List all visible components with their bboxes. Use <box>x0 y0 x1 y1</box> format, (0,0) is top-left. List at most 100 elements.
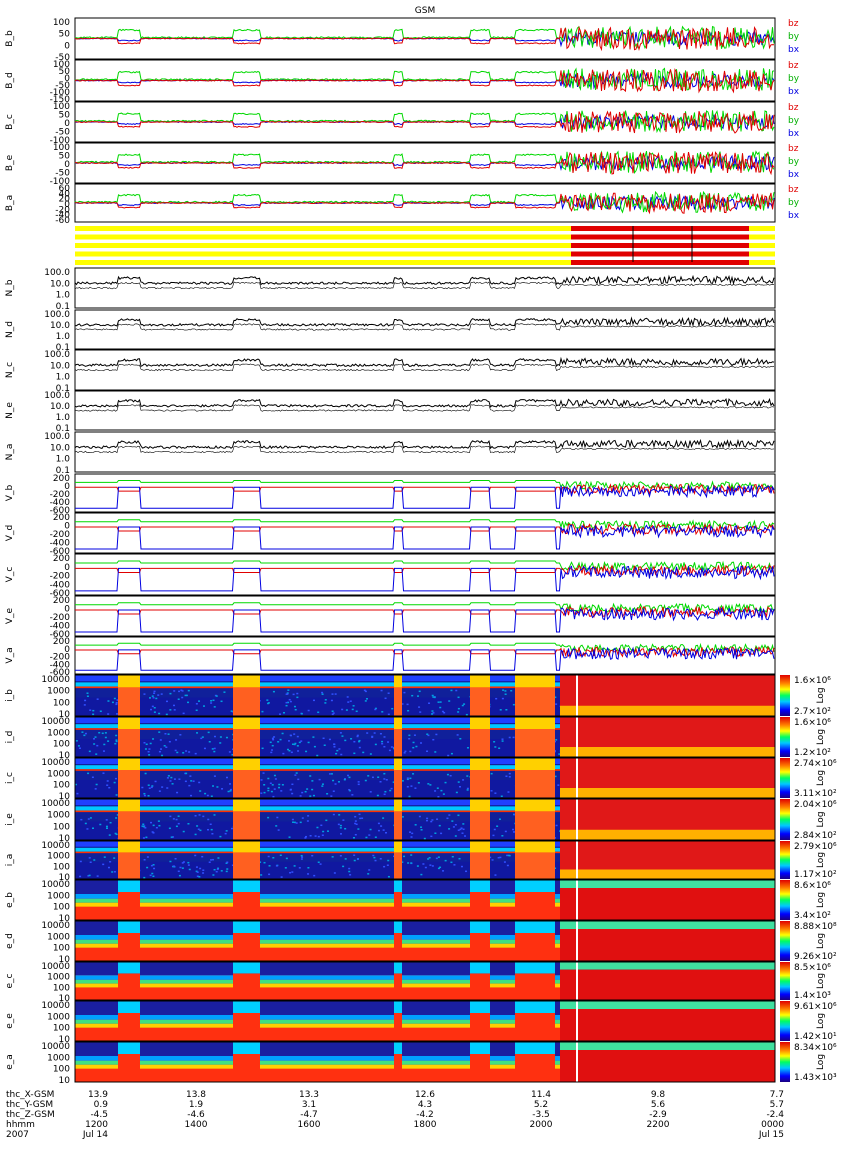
spectrogram-noise <box>155 826 158 829</box>
spectrogram-feature <box>470 687 490 716</box>
tick-label: 1000 <box>47 1012 70 1022</box>
spectrogram-noise <box>212 874 215 876</box>
colorbar-min: 2.84×10² <box>794 831 837 841</box>
spectrogram-noise <box>353 854 356 856</box>
spectrogram-noise <box>210 795 213 797</box>
spectrogram-band <box>75 935 775 940</box>
spectrogram-noise <box>501 740 504 742</box>
spectrogram-noise <box>173 704 176 707</box>
spectrogram-noise <box>460 865 463 868</box>
spectrogram-noise <box>153 690 156 693</box>
panel-i_b <box>74 674 790 717</box>
spectrogram-noise <box>212 785 215 787</box>
spectrogram-noise <box>349 874 352 876</box>
spectrogram-noise <box>99 823 102 826</box>
spectrogram-noise <box>167 775 170 777</box>
spectrogram-noise <box>163 745 166 747</box>
spectrogram-noise <box>87 875 90 877</box>
spectrogram-noise <box>215 695 218 697</box>
spectrogram-noise <box>210 828 213 831</box>
spectrogram-noise <box>187 701 190 704</box>
spectrogram-active <box>560 1001 775 1009</box>
spectrogram-noise <box>272 795 275 798</box>
spectrogram-noise <box>149 874 152 877</box>
spectrogram-noise <box>348 776 351 779</box>
colorbar <box>780 1001 790 1041</box>
spectrogram-noise <box>374 708 377 711</box>
spectrogram-band <box>75 898 775 903</box>
spectrogram-noise <box>231 753 234 756</box>
spectrogram-noise <box>429 784 432 786</box>
spectrogram-noise <box>268 873 271 876</box>
spectrogram-noise <box>194 854 197 857</box>
spectrogram-feature <box>233 933 260 961</box>
ylabel-N_a: N_a <box>5 444 15 461</box>
spectrogram-feature <box>394 758 402 770</box>
spectrogram-noise <box>307 873 310 875</box>
tick-label: -600 <box>50 547 71 557</box>
spectrogram-noise <box>175 739 178 741</box>
spectrogram-noise <box>311 788 314 791</box>
spectrogram-noise <box>431 713 434 715</box>
spectrogram-noise <box>295 772 298 774</box>
panel-i_d <box>74 716 790 758</box>
spectrogram-noise <box>332 712 335 714</box>
spectrogram-noise <box>271 737 274 740</box>
spectrogram-band <box>75 1015 775 1020</box>
spectrogram-noise <box>288 836 291 838</box>
tick-label: -50 <box>55 81 70 91</box>
spectrogram-feature <box>118 770 140 798</box>
spectrogram-band <box>75 810 560 813</box>
spectrogram-noise <box>390 746 393 748</box>
spectrogram-feature <box>515 687 555 716</box>
spectrogram-noise <box>182 830 185 833</box>
spectrogram-noise <box>196 875 199 877</box>
spectrogram-noise <box>344 778 347 780</box>
spectrogram-active <box>560 962 775 970</box>
spectrogram-noise <box>102 863 105 866</box>
spectrogram-noise <box>269 782 272 785</box>
spectrogram-noise <box>357 783 360 786</box>
spectrogram-noise <box>436 818 439 820</box>
spectrogram-noise <box>229 783 232 785</box>
spectrogram-band <box>75 682 560 687</box>
tick-label: 10.0 <box>50 321 70 331</box>
series-vz <box>75 563 775 578</box>
colorbar-min: 3.11×10² <box>794 789 837 799</box>
spectrogram-feature <box>118 1001 140 1013</box>
panel-B_e <box>74 142 776 184</box>
spectrogram-noise <box>364 700 367 702</box>
spectrogram-noise <box>316 754 319 757</box>
tick-label: 10.0 <box>50 402 70 412</box>
spectrogram-noise <box>458 785 461 788</box>
spectrogram-feature <box>515 892 555 920</box>
spectrogram-band <box>75 847 560 852</box>
flag-bar <box>75 251 775 257</box>
spectrogram-noise <box>107 740 110 742</box>
spectrogram-noise <box>83 734 86 737</box>
spectrogram-noise <box>409 750 412 753</box>
spectrogram-band <box>75 686 560 689</box>
spectrogram-noise <box>298 741 301 744</box>
spectrogram-noise <box>457 707 460 710</box>
spectrogram-noise <box>333 746 336 748</box>
panel-frame <box>74 798 776 841</box>
spectrogram-noise <box>150 786 153 789</box>
spectrogram-noise <box>332 790 335 792</box>
spectrogram-noise <box>296 745 299 747</box>
spectrogram-noise <box>166 777 169 779</box>
spectrogram-noise <box>321 783 324 785</box>
spectrogram-noise <box>192 780 195 782</box>
spectrogram-noise <box>194 752 197 755</box>
spectrogram-noise <box>406 777 409 779</box>
spectrogram-noise <box>383 736 386 738</box>
tick-label: 10 <box>59 792 71 802</box>
spectrogram-noise <box>224 832 227 835</box>
spectrogram-noise <box>88 874 91 877</box>
spectrogram-noise <box>300 858 303 860</box>
spectrogram-noise <box>106 780 109 782</box>
series-density <box>74 397 775 408</box>
spectrogram-noise <box>289 700 292 703</box>
spectrogram-feature <box>233 921 260 933</box>
spectrogram-feature <box>118 1054 140 1082</box>
